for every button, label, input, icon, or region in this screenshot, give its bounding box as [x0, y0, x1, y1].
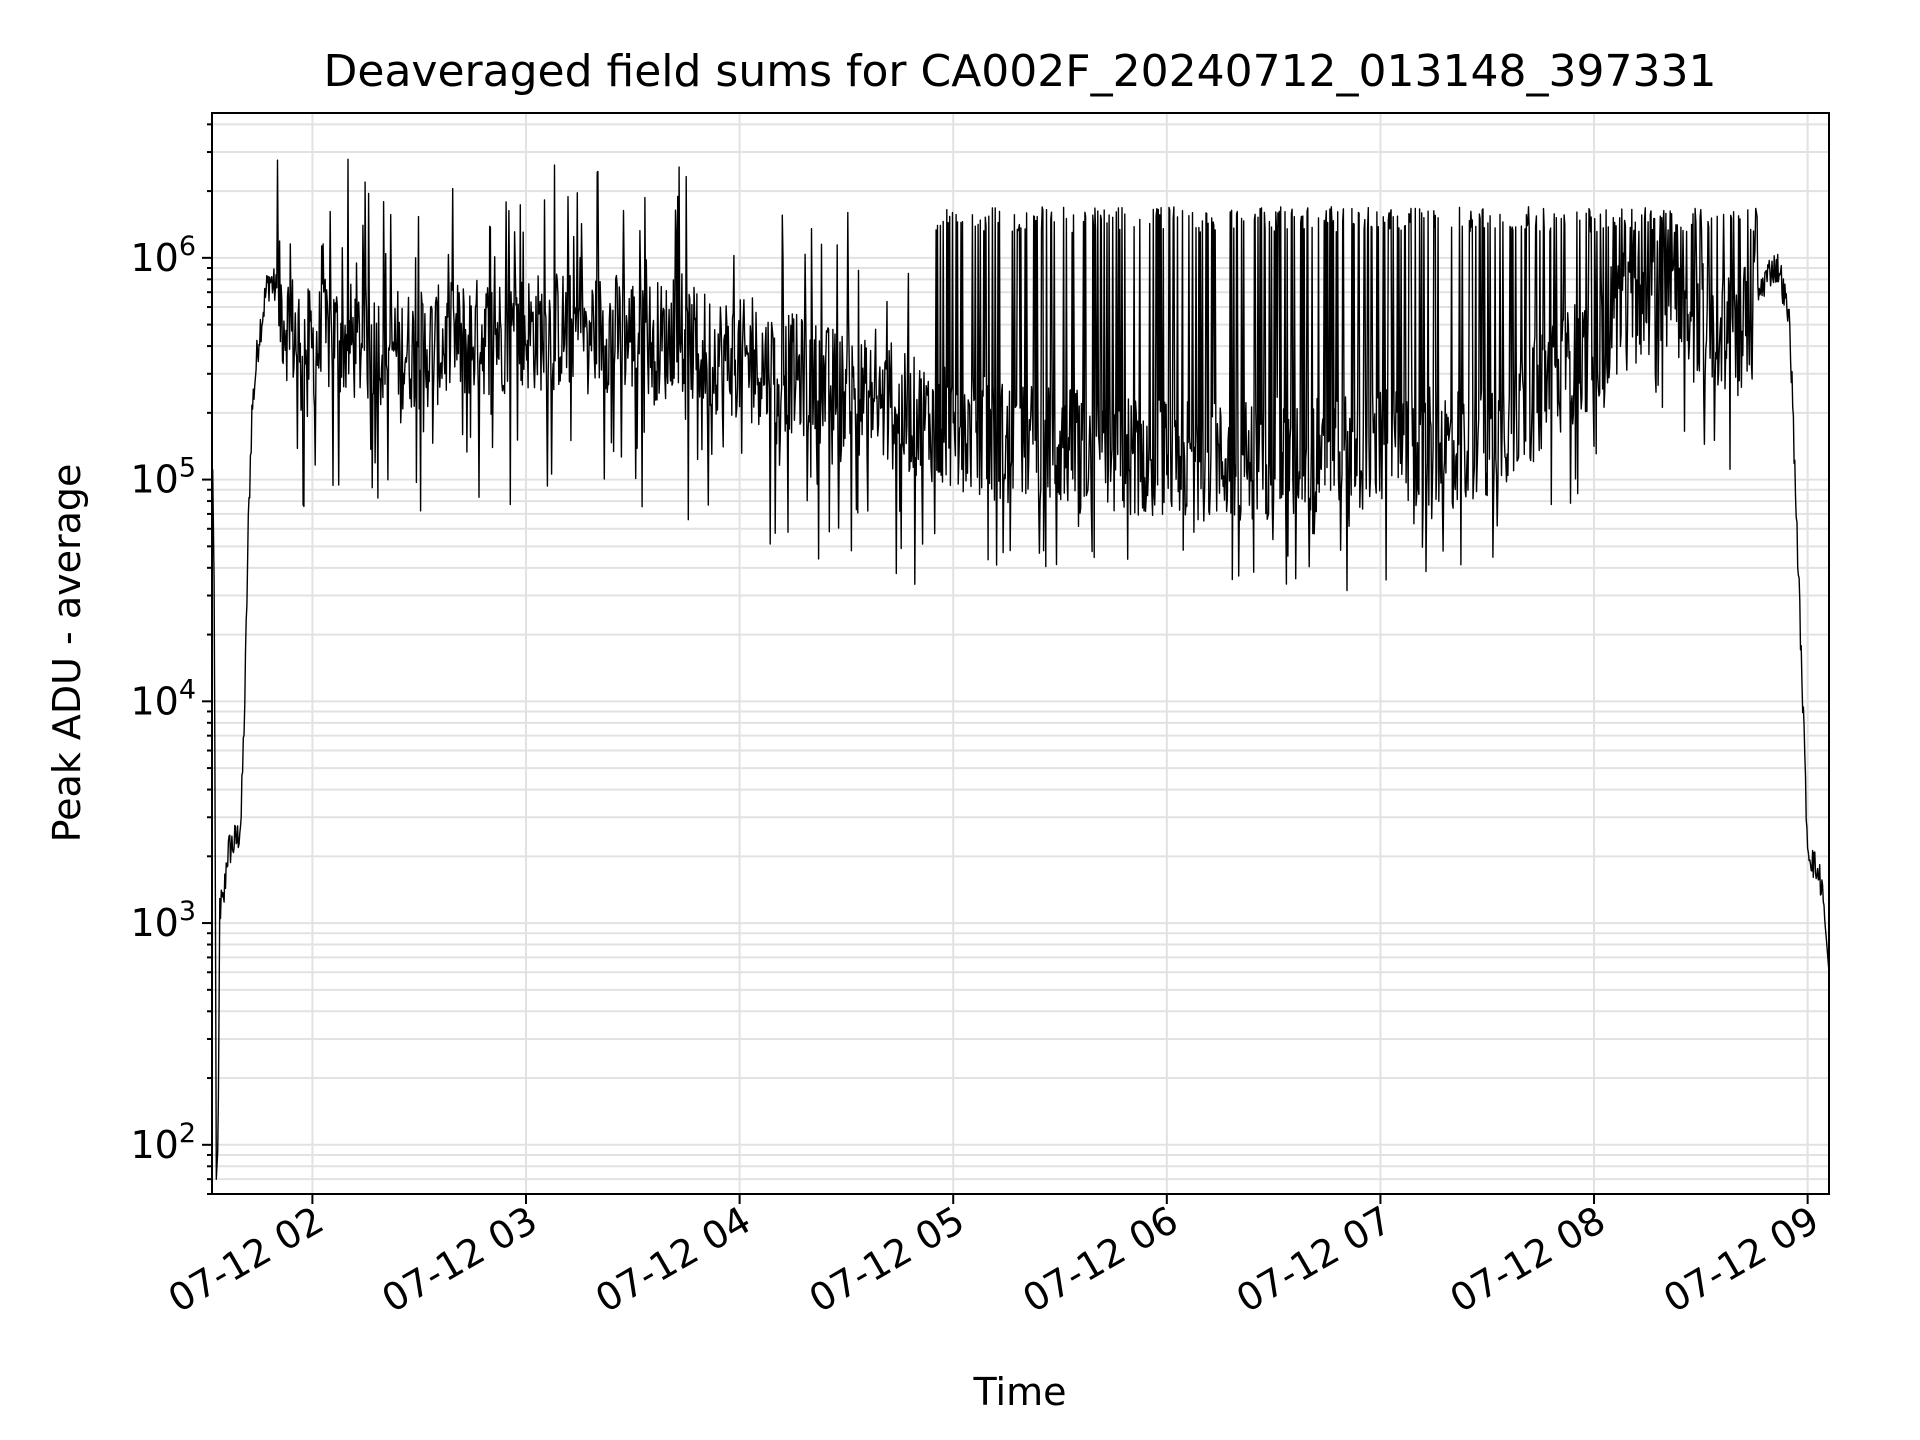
grid-lines [212, 113, 1829, 1195]
y-tick-label: 102 [130, 1118, 196, 1167]
series-group [211, 158, 1830, 1180]
y-tick-label: 105 [130, 453, 196, 502]
x-axis-label: Time [973, 1370, 1067, 1414]
y-tick-label: 104 [130, 674, 196, 723]
y-tick-label: 106 [130, 231, 196, 280]
y-tick-label: 103 [130, 896, 196, 945]
data-series-line [211, 158, 1830, 1180]
plot-frame [211, 112, 1830, 1195]
y-axis-label: Peak ADU - average [45, 464, 89, 843]
chart-title: Deaveraged field sums for CA002F_2024071… [324, 46, 1717, 97]
